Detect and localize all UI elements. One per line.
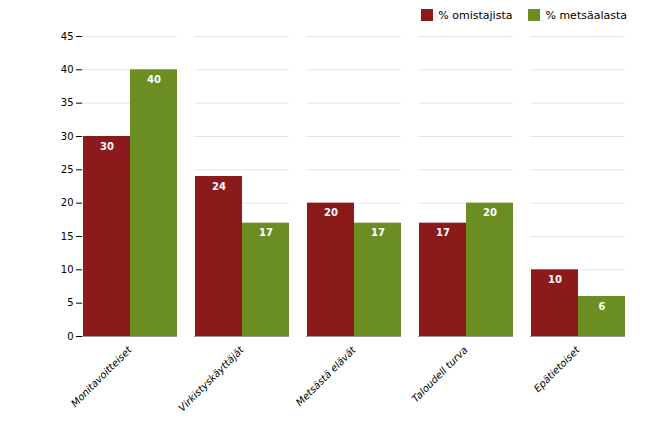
svg-text:25: 25: [61, 164, 74, 175]
svg-text:17: 17: [436, 227, 450, 238]
svg-text:24: 24: [212, 181, 226, 192]
svg-text:30: 30: [100, 141, 114, 152]
svg-text:15: 15: [61, 231, 74, 242]
svg-text:17: 17: [371, 227, 385, 238]
svg-text:45: 45: [61, 31, 74, 42]
svg-text:40: 40: [147, 74, 161, 85]
svg-text:Taloudell turva: Taloudell turva: [410, 344, 470, 404]
svg-text:30: 30: [61, 131, 74, 142]
svg-text:0: 0: [67, 331, 73, 342]
html-text:% omistajista: % omistajista: [438, 8, 513, 22]
svg-text:6: 6: [599, 301, 606, 312]
svg-text:Monitavoitteiset: Monitavoitteiset: [69, 343, 135, 409]
svg-text:Epätietoiset: Epätietoiset: [532, 343, 583, 394]
svg-text:Metsästä elävät: Metsästä elävät: [294, 343, 359, 408]
svg-text:10: 10: [548, 274, 562, 285]
svg-text:17: 17: [259, 227, 273, 238]
svg-text:20: 20: [61, 197, 74, 208]
svg-text:20: 20: [483, 207, 497, 218]
svg-text:5: 5: [67, 297, 73, 308]
svg-text:10: 10: [61, 264, 74, 275]
svg-text:40: 40: [61, 64, 74, 75]
svg-text:Virkistyskäyttäjät: Virkistyskäyttäjät: [176, 343, 246, 413]
svg-text:20: 20: [324, 207, 338, 218]
svg-text:35: 35: [61, 97, 74, 108]
html-text:% metsäalasta: % metsäalasta: [545, 8, 627, 22]
